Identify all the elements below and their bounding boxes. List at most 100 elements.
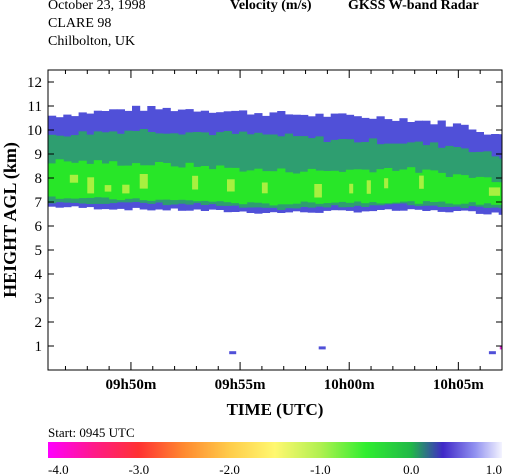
echo-column [208,169,217,202]
y-axis-label: HEIGHT AGL (km) [0,142,21,298]
low-echo [318,346,326,350]
colorbar-tick-label: -2.0 [219,462,240,476]
echo-highlight [87,177,95,194]
echo-highlight [104,185,112,192]
colorbar-tick-label: 1.0 [486,462,502,476]
plot-area [48,105,502,355]
x-tick-label: 10h05m [433,377,484,393]
echo-column [407,167,416,202]
echo-column [284,133,293,209]
low-echo [229,351,237,355]
x-tick-label: 09h50m [106,377,157,393]
echo-column [361,169,370,204]
plot-frame [47,69,503,371]
y-tick-label: 10 [27,123,42,139]
echo-column [284,172,293,205]
echo-highlight [69,174,79,183]
echo-column [376,169,385,204]
echo-column [101,163,110,198]
echo-column [445,177,454,204]
colorbar-ticks: -4.0 -3.0 -2.0 -1.0 0.0 1.0 [48,462,502,476]
instrument-label: GKSS W-band Radar [348,0,479,13]
echo-column [93,160,102,198]
y-tick-label: 5 [35,243,43,259]
echo-highlight [192,175,199,190]
layer-core-highlights [69,174,501,198]
echo-column [177,167,187,200]
echo-column [430,170,439,202]
x-axis-label: TIME (UTC) [227,400,324,419]
campaign-label: CLARE 98 [48,16,112,31]
echo-column [185,162,194,201]
echo-highlight [488,187,501,196]
x-axis: 09h50m 09h55m 10h00m 10h05m [64,70,503,393]
echo-column [147,165,156,201]
y-tick-label: 8 [35,171,43,187]
y-tick-label: 1 [35,339,43,355]
date-label: October 23, 1998 [48,0,146,13]
x-tick-label: 09h55m [215,377,266,393]
echo-column [55,159,64,199]
echo-column [277,168,286,205]
echo-column [292,173,301,204]
echo-column [445,145,454,207]
echo-column [300,171,309,202]
low-echo [499,346,502,350]
y-tick-label: 9 [35,147,43,163]
colorbar-tick-label: -4.0 [48,462,69,476]
echo-column [437,172,446,202]
colorbar [48,442,502,458]
echo-column [109,161,118,200]
echo-column [391,170,400,203]
echo-column [269,171,278,206]
echo-column [491,156,500,208]
echo-column [124,165,133,199]
echo-column [132,163,141,199]
y-tick-label: 6 [35,219,43,235]
echo-column [48,163,57,197]
echo-highlight [122,184,130,194]
echo-column [239,131,248,208]
start-time-label: Start: 0945 UTC [48,425,135,440]
echo-column [468,177,477,203]
echo-highlight [314,184,322,198]
y-tick-label: 4 [35,267,43,283]
echo-column [475,176,484,205]
echo-column [452,174,462,205]
echo-column [292,136,301,209]
echo-column [78,160,87,199]
echo-column [399,169,408,202]
echo-column [246,170,255,203]
echo-column [368,172,378,203]
site-label: Chilbolton, UK [48,34,136,49]
echo-highlight [227,179,235,192]
echo-column [116,165,125,201]
y-tick-label: 11 [28,99,42,115]
echo-column [307,168,316,203]
echo-column [368,138,378,206]
echo-column [330,170,339,203]
chart-title: Velocity (m/s) [230,0,312,13]
echo-column [498,182,502,205]
echo-column [155,162,164,200]
y-tick-label: 7 [35,195,43,211]
x-tick-label: 10h00m [324,377,375,393]
echo-column [200,166,209,201]
echo-column [63,161,72,199]
echo-highlight [261,182,268,194]
echo-column [353,169,362,202]
colorbar-tick-label: 0.0 [403,462,419,476]
y-tick-label: 12 [27,75,42,91]
echo-column [170,166,179,201]
colorbar-tick-label: -3.0 [129,462,150,476]
y-tick-label: 2 [35,315,43,331]
echo-column [460,175,469,204]
echo-highlight [419,175,424,189]
echo-highlight [366,180,371,194]
colorbar-tick-label: -1.0 [310,462,331,476]
echo-column [216,165,225,202]
echo-column [422,169,431,202]
echo-column [239,171,248,205]
